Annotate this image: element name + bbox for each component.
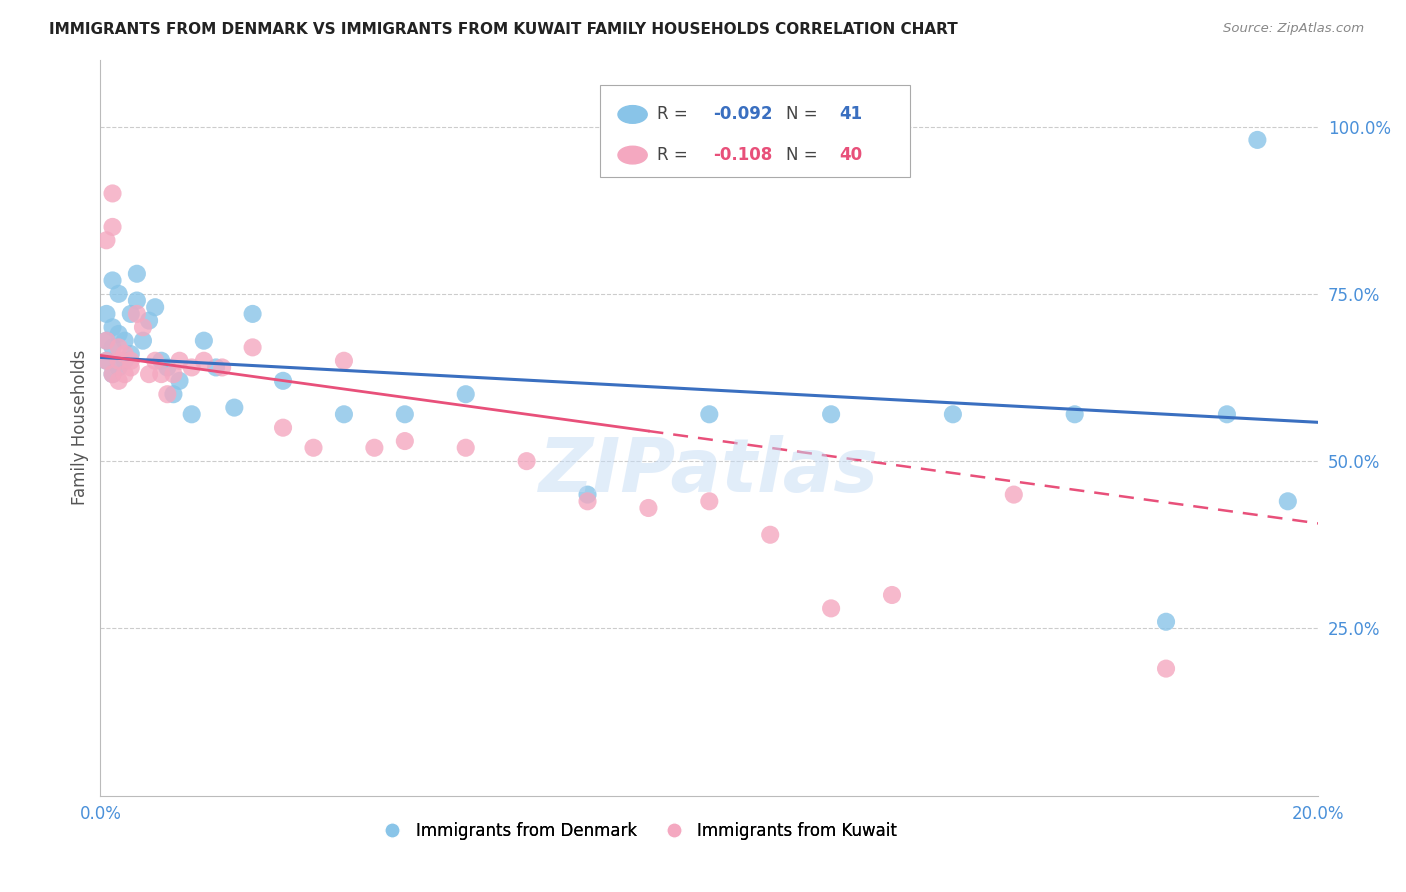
Point: [125, 267, 148, 281]
Point: [193, 353, 215, 368]
Point: [120, 347, 142, 361]
Text: -0.092: -0.092: [713, 105, 772, 123]
Circle shape: [619, 146, 647, 164]
Point: [96, 334, 118, 348]
Point: [637, 500, 659, 515]
Point: [242, 340, 264, 354]
Point: [107, 326, 129, 341]
Point: [576, 487, 599, 501]
Point: [180, 407, 202, 421]
Point: [820, 601, 842, 615]
Point: [107, 286, 129, 301]
Point: [394, 407, 416, 421]
Point: [101, 367, 124, 381]
Point: [880, 588, 903, 602]
Point: [107, 340, 129, 354]
Point: [143, 353, 166, 368]
Point: [576, 494, 599, 508]
Point: [454, 387, 477, 401]
Point: [120, 307, 142, 321]
Point: [138, 313, 160, 327]
FancyBboxPatch shape: [600, 86, 910, 178]
Point: [193, 334, 215, 348]
Point: [138, 367, 160, 381]
Point: [394, 434, 416, 448]
Point: [120, 360, 142, 375]
Point: [162, 387, 184, 401]
Point: [96, 353, 118, 368]
Point: [942, 407, 965, 421]
Point: [1154, 615, 1177, 629]
Point: [697, 407, 720, 421]
Point: [101, 186, 124, 201]
Point: [180, 360, 202, 375]
Point: [96, 307, 118, 321]
Point: [101, 219, 124, 234]
Point: [150, 367, 173, 381]
Point: [242, 307, 264, 321]
Point: [211, 360, 233, 375]
Point: [516, 454, 538, 468]
Y-axis label: Family Households: Family Households: [72, 350, 89, 506]
Text: -0.108: -0.108: [713, 146, 772, 164]
Text: N =: N =: [786, 105, 823, 123]
Text: IMMIGRANTS FROM DENMARK VS IMMIGRANTS FROM KUWAIT FAMILY HOUSEHOLDS CORRELATION : IMMIGRANTS FROM DENMARK VS IMMIGRANTS FR…: [49, 22, 957, 37]
Point: [101, 273, 124, 287]
Point: [1246, 133, 1268, 147]
Point: [107, 374, 129, 388]
Point: [96, 334, 118, 348]
Point: [271, 420, 294, 434]
Point: [96, 353, 118, 368]
Point: [205, 360, 228, 375]
Point: [120, 353, 142, 368]
Text: Source: ZipAtlas.com: Source: ZipAtlas.com: [1223, 22, 1364, 36]
Point: [125, 307, 148, 321]
Point: [1154, 662, 1177, 676]
Point: [132, 334, 155, 348]
Point: [363, 441, 385, 455]
Point: [1216, 407, 1239, 421]
Point: [454, 441, 477, 455]
Point: [107, 360, 129, 375]
Text: 40: 40: [839, 146, 863, 164]
Text: ZIPatlas: ZIPatlas: [540, 435, 879, 508]
Point: [156, 387, 179, 401]
Point: [697, 494, 720, 508]
Point: [156, 360, 179, 375]
Point: [759, 528, 782, 542]
Point: [1063, 407, 1085, 421]
Point: [333, 407, 356, 421]
Point: [162, 367, 184, 381]
Point: [114, 347, 136, 361]
Point: [169, 374, 191, 388]
Point: [101, 367, 124, 381]
Point: [101, 340, 124, 354]
Point: [302, 441, 325, 455]
Point: [114, 334, 136, 348]
Point: [271, 374, 294, 388]
Point: [820, 407, 842, 421]
Point: [1277, 494, 1299, 508]
Point: [143, 300, 166, 314]
Point: [125, 293, 148, 308]
Point: [96, 233, 118, 247]
Point: [132, 320, 155, 334]
Circle shape: [619, 105, 647, 123]
Point: [150, 353, 173, 368]
Text: 41: 41: [839, 105, 863, 123]
Point: [101, 320, 124, 334]
Point: [224, 401, 246, 415]
Point: [1002, 487, 1025, 501]
Point: [114, 353, 136, 368]
Point: [333, 353, 356, 368]
Point: [107, 353, 129, 368]
Text: R =: R =: [657, 146, 693, 164]
Text: N =: N =: [786, 146, 823, 164]
Point: [114, 367, 136, 381]
Point: [169, 353, 191, 368]
Text: R =: R =: [657, 105, 693, 123]
Legend: Immigrants from Denmark, Immigrants from Kuwait: Immigrants from Denmark, Immigrants from…: [368, 815, 904, 847]
